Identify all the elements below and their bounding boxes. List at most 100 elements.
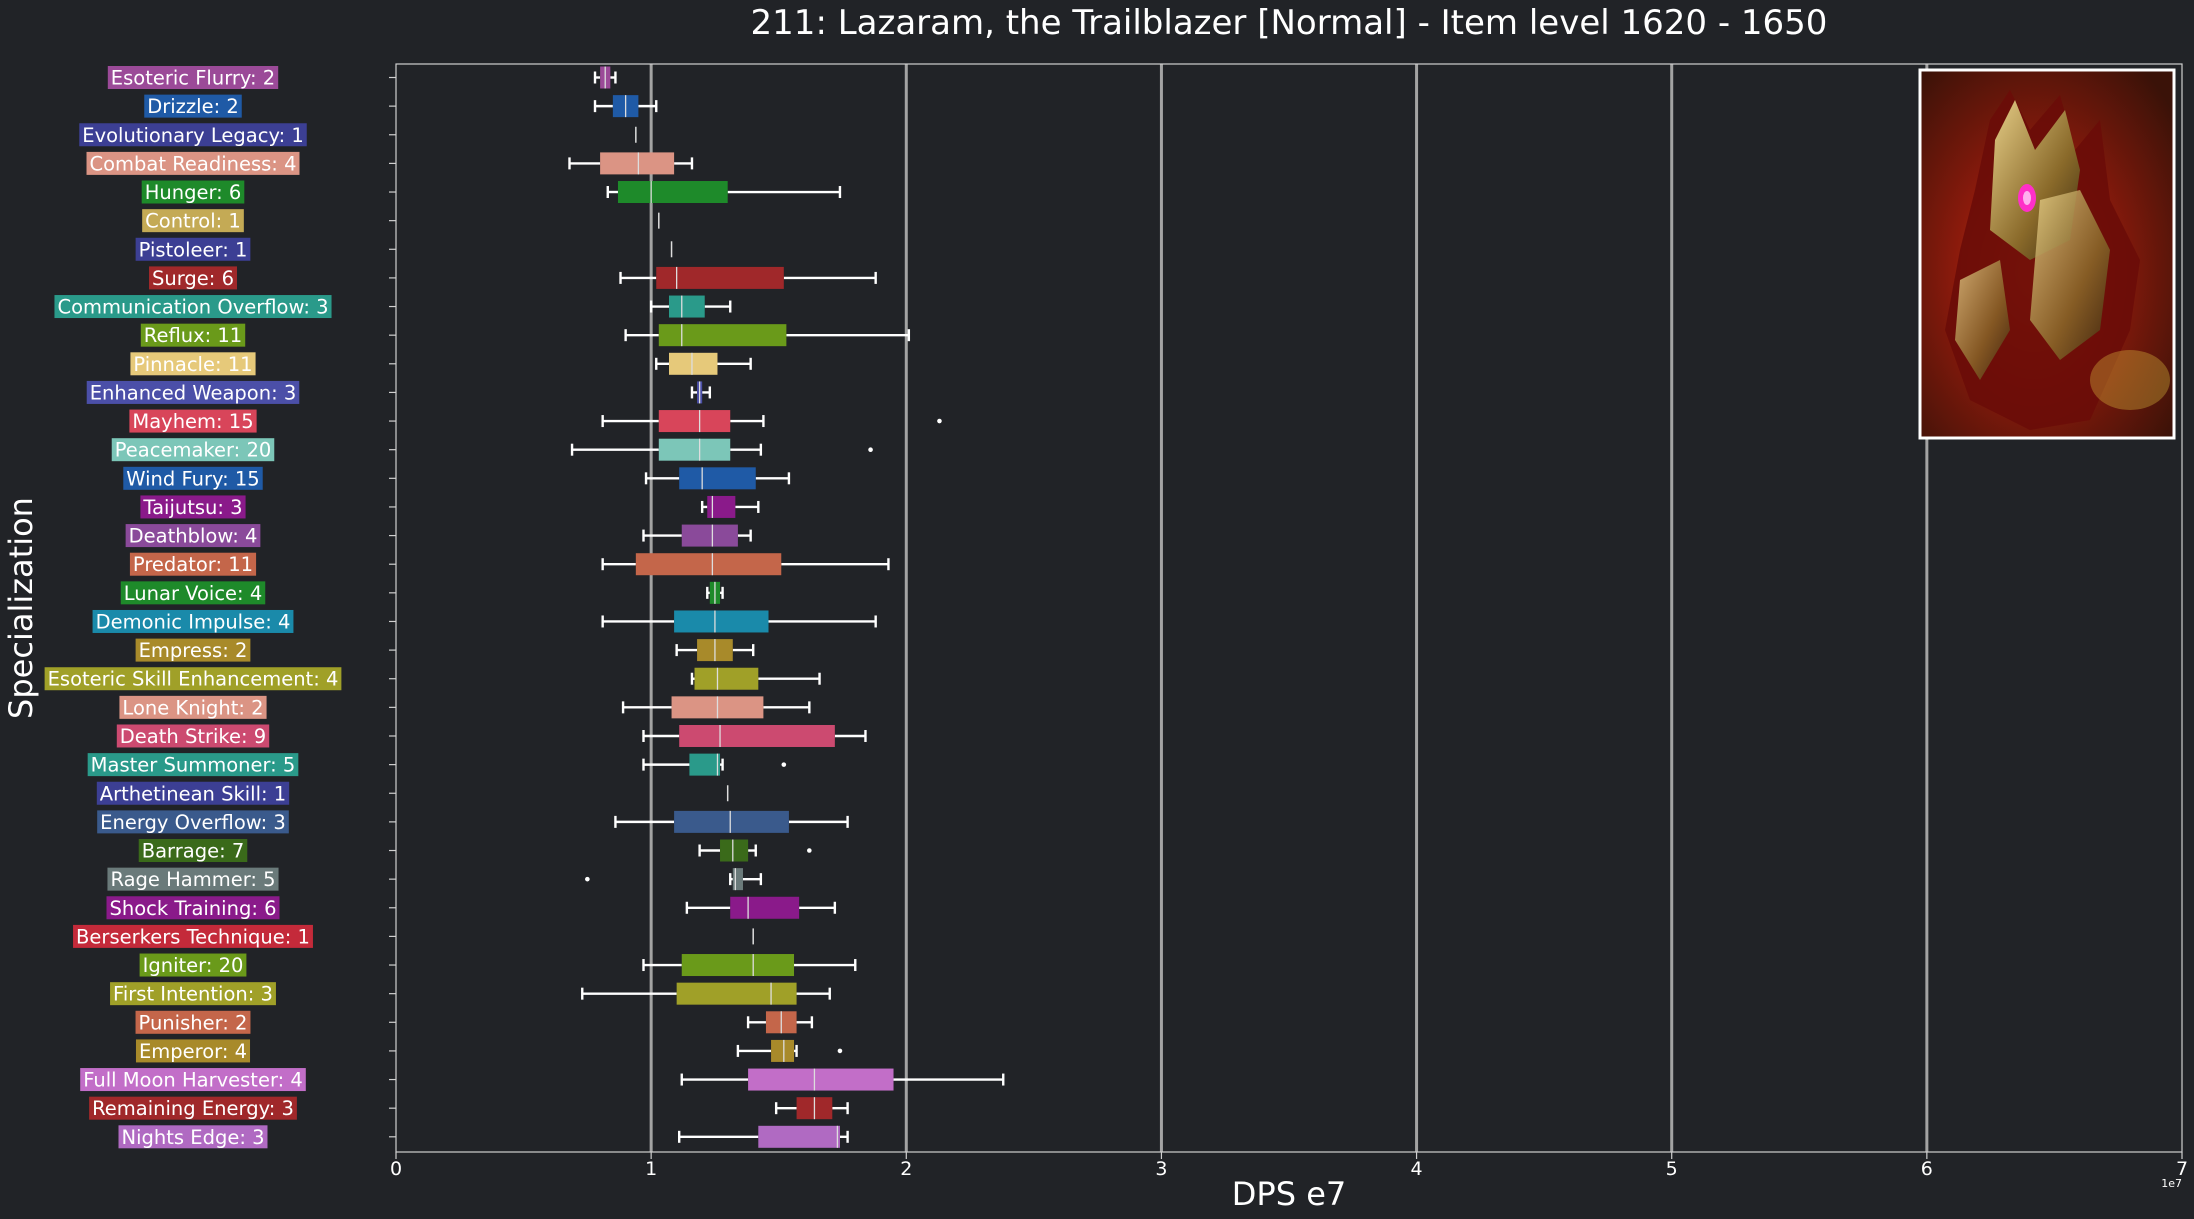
category-label-background: [129, 552, 257, 576]
category-label: Surge: 6: [149, 266, 237, 290]
box-plot-series: [568, 66, 1005, 1148]
category-label-text: Esoteric Skill Enhancement: 4: [48, 668, 339, 691]
category-label-text: Energy Overflow: 3: [100, 811, 286, 834]
x-tick-label: 0: [390, 1158, 402, 1180]
box-iqr: [679, 724, 835, 747]
category-label-background: [118, 1125, 268, 1149]
y-axis-label: Specialization: [2, 497, 40, 719]
category-label-background: [139, 953, 247, 977]
category-label: Berserkers Technique: 1: [73, 924, 313, 948]
box-plot-item: [570, 438, 873, 461]
box-plot-item: [690, 381, 712, 404]
category-label: Wind Fury: 15: [123, 466, 263, 490]
category-label: First Intention: 3: [110, 982, 276, 1006]
category-label-background: [86, 151, 300, 175]
box-plot-item: [774, 1097, 849, 1120]
category-label: Evolutionary Legacy: 1: [79, 123, 307, 147]
category-label-background: [86, 380, 300, 404]
x-axis-label: DPS e7: [1232, 1175, 1346, 1213]
category-label-background: [89, 1096, 297, 1120]
category-label: Energy Overflow: 3: [97, 810, 289, 834]
box-plot-item: [706, 581, 724, 604]
box-plot-item: [644, 467, 791, 490]
box-plot-item: [593, 66, 617, 89]
box-iqr: [674, 810, 789, 833]
box-plot-item: [655, 352, 752, 375]
x-axis-exponent: 1e7: [2161, 1177, 2182, 1190]
box-plot-item: [601, 410, 942, 433]
category-label-text: Pistoleer: 1: [139, 238, 248, 261]
box-iqr: [669, 295, 705, 318]
category-label-background: [54, 295, 332, 319]
box-plot-item: [736, 1039, 843, 1062]
category-label-text: Wind Fury: 15: [126, 467, 259, 490]
boss-portrait-image: [1918, 68, 2176, 440]
category-label: Pinnacle: 11: [130, 352, 256, 376]
category-label-text: Enhanced Weapon: 3: [90, 381, 297, 404]
category-label-text: Nights Edge: 3: [122, 1126, 265, 1149]
category-label-background: [135, 237, 251, 261]
category-label-text: Mayhem: 15: [132, 410, 253, 433]
category-label-background: [44, 667, 342, 691]
category-label-text: Shock Training: 6: [110, 897, 277, 920]
category-label-background: [111, 438, 275, 462]
category-label-text: Pinnacle: 11: [133, 353, 252, 376]
x-tick-label: 5: [1666, 1158, 1678, 1180]
outlier-point: [868, 447, 873, 452]
category-label-text: Berserkers Technique: 1: [76, 925, 310, 948]
category-label-text: Deathblow: 4: [129, 525, 258, 548]
box-iqr: [658, 324, 787, 347]
box-iqr: [658, 410, 731, 433]
category-label: Predator: 11: [129, 552, 257, 576]
box-plot-item: [585, 868, 763, 891]
category-label: Barrage: 7: [138, 839, 248, 863]
category-label: Mayhem: 15: [129, 409, 257, 433]
category-label: Punisher: 2: [135, 1010, 251, 1034]
box-plot-item: [568, 152, 694, 175]
box-plot-item: [685, 896, 837, 919]
box-plot-item: [624, 324, 911, 347]
category-label-text: Empress: 2: [139, 639, 248, 662]
category-label-text: Predator: 11: [133, 553, 253, 576]
category-label-background: [142, 209, 244, 233]
outlier-point: [585, 876, 590, 882]
box-iqr: [758, 1125, 840, 1148]
box-plot-item: [649, 295, 732, 318]
category-label-background: [97, 810, 289, 834]
category-label-background: [125, 524, 261, 548]
category-label-text: Demonic Impulse: 4: [96, 610, 291, 633]
box-plot-item: [698, 839, 812, 862]
x-tick-label: 2: [900, 1158, 912, 1180]
category-label: Combat Readiness: 4: [86, 151, 300, 175]
category-label-text: Arthetinean Skill: 1: [100, 782, 286, 805]
x-tick-label: 4: [1411, 1158, 1423, 1180]
category-labels: Esoteric Flurry: 2 Drizzle: 2 Evolutionary…: [44, 66, 342, 1149]
category-label-text: Punisher: 2: [139, 1011, 248, 1034]
box-plot-item: [619, 266, 877, 289]
category-label: Demonic Impulse: 4: [92, 609, 294, 633]
category-label-text: Combat Readiness: 4: [90, 152, 297, 175]
category-label: Hunger: 6: [141, 180, 245, 204]
category-label: Peacemaker: 20: [111, 438, 275, 462]
box-iqr: [658, 438, 731, 461]
box-iqr: [707, 495, 736, 518]
category-label-background: [110, 982, 276, 1006]
box-plot-item: [614, 810, 849, 833]
category-label-text: Evolutionary Legacy: 1: [82, 124, 304, 147]
box-plot-item: [746, 1011, 814, 1034]
x-tick-label: 6: [1921, 1158, 1933, 1180]
category-label: Full Moon Harvester: 4: [80, 1068, 306, 1092]
category-label-text: Igniter: 20: [143, 954, 244, 977]
box-iqr: [694, 667, 759, 690]
category-label: Nights Edge: 3: [118, 1125, 268, 1149]
box-iqr: [730, 896, 800, 919]
outlier-point: [837, 1048, 843, 1054]
x-axis-ticks: 0 1 2 3 4 5 6 7: [390, 1152, 2188, 1180]
category-label-text: Barrage: 7: [142, 840, 245, 863]
grid-lines: [649, 64, 1929, 1152]
category-label-background: [140, 495, 246, 519]
box-iqr: [732, 868, 743, 891]
box-iqr: [676, 982, 797, 1005]
